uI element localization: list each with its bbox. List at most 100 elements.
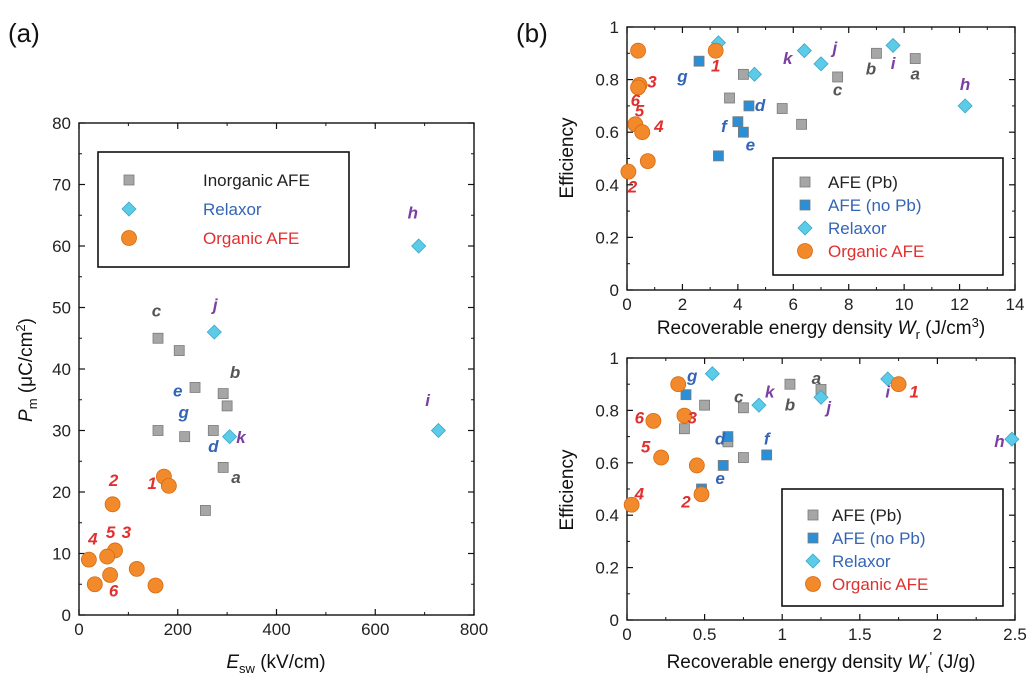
y-tick-label: 1 bbox=[610, 18, 619, 37]
data-point-afe-pb- bbox=[784, 378, 796, 390]
data-point-organic-afe bbox=[160, 477, 177, 494]
data-point-relaxor bbox=[222, 429, 238, 445]
legend-entry: Relaxor bbox=[203, 200, 262, 219]
legend-marker bbox=[805, 553, 821, 569]
x-tick-label: 8 bbox=[844, 295, 853, 314]
data-point-organic-afe bbox=[676, 407, 693, 424]
legend-marker bbox=[799, 176, 811, 188]
point-label: 6 bbox=[635, 409, 645, 428]
point-label: b bbox=[230, 363, 240, 382]
x-tick-label: 6 bbox=[789, 295, 798, 314]
point-label: h bbox=[994, 432, 1004, 451]
point-label: i bbox=[885, 382, 891, 401]
x-axis-label-prime: ' bbox=[930, 649, 932, 664]
data-point-afe-pb- bbox=[699, 399, 710, 411]
legend-entry: AFE (Pb) bbox=[832, 506, 902, 525]
data-point-organic-afe bbox=[128, 560, 145, 577]
point-label: h bbox=[960, 75, 970, 94]
point-label: 5 bbox=[106, 523, 116, 542]
data-point-organic-afe bbox=[99, 548, 116, 565]
x-tick-label: 0 bbox=[622, 295, 631, 314]
y-tick-label: 10 bbox=[52, 545, 71, 564]
point-label: d bbox=[755, 96, 766, 115]
legend-marker bbox=[807, 509, 819, 521]
y-axis-label-sub: m bbox=[25, 398, 40, 409]
data-point-afe-pb- bbox=[724, 92, 735, 104]
data-point-organic-afe bbox=[630, 42, 646, 59]
point-label: 3 bbox=[647, 72, 657, 91]
point-label: 4 bbox=[653, 117, 664, 136]
x-tick-label: 400 bbox=[262, 620, 290, 639]
x-tick-label: 0 bbox=[622, 625, 631, 644]
data-point-organic-afe bbox=[620, 163, 637, 180]
data-point-relaxor bbox=[813, 389, 829, 405]
point-label: j bbox=[830, 38, 838, 57]
point-label: 3 bbox=[122, 523, 132, 542]
data-point-relaxor bbox=[411, 238, 427, 254]
data-point-afe-no-pb- bbox=[732, 116, 744, 128]
x-axis-label-sup: 3 bbox=[972, 315, 979, 330]
data-point-organic-afe bbox=[80, 551, 97, 568]
y-tick-label: 0 bbox=[610, 611, 619, 630]
data-point-organic-afe bbox=[104, 496, 121, 513]
x-tick-label: 0.5 bbox=[693, 625, 717, 644]
point-label: 5 bbox=[641, 437, 651, 456]
data-point-organic-afe bbox=[623, 496, 640, 513]
y-tick-label: 40 bbox=[52, 360, 71, 379]
data-point-afe-pb- bbox=[776, 103, 788, 114]
legend-entry: AFE (Pb) bbox=[828, 173, 898, 192]
point-label: 6 bbox=[631, 91, 641, 110]
data-point-organic-afe bbox=[645, 412, 662, 429]
data-point-afe-no-pb- bbox=[722, 431, 734, 443]
x-axis-label-unit: (J/cm bbox=[920, 318, 972, 339]
legend-entry: Inorganic AFE bbox=[203, 171, 310, 190]
y-tick-label: 0.6 bbox=[595, 123, 619, 142]
data-point-afe-no-pb- bbox=[761, 449, 773, 461]
x-axis-label: Recoverable energy density Wr (J/cm3) bbox=[657, 315, 985, 342]
legend-marker bbox=[807, 532, 819, 544]
point-label: 3 bbox=[687, 409, 697, 428]
x-tick-label: 800 bbox=[460, 620, 488, 639]
legend-marker bbox=[797, 220, 813, 236]
point-label: 1 bbox=[711, 57, 720, 76]
legend-entry: Relaxor bbox=[832, 552, 891, 571]
data-point-afe-no-pb- bbox=[693, 55, 705, 67]
y-tick-label: 0.2 bbox=[595, 559, 619, 578]
point-label: g bbox=[177, 403, 189, 422]
data-point-afe-no-pb- bbox=[738, 126, 749, 138]
x-tick-label: 1 bbox=[777, 625, 786, 644]
chart-b-top: 0 2 4 6 8 10 12 1400.20.40.60.81abcgdfekjih1365… bbox=[557, 18, 1024, 342]
point-label: 1 bbox=[147, 474, 156, 493]
y-tick-label: 0.8 bbox=[595, 71, 619, 90]
x-axis-label-var: W bbox=[907, 652, 927, 673]
data-point-organic-afe bbox=[147, 577, 164, 594]
legend-marker bbox=[123, 174, 135, 186]
point-label: c bbox=[152, 302, 162, 321]
point-label: 4 bbox=[87, 529, 98, 548]
chart-a: 0 200 400 600 800 0 10 20 30 40 50 60 70 80 c b a egd h j i k… bbox=[13, 114, 488, 676]
x-axis-label: Esw (kV/cm) bbox=[226, 652, 325, 676]
point-label: 2 bbox=[680, 492, 691, 511]
point-label: 4 bbox=[634, 484, 645, 503]
point-label: f bbox=[764, 429, 772, 448]
data-point-organic-afe bbox=[890, 376, 907, 393]
legend-box bbox=[97, 151, 350, 268]
x-tick-label: 12 bbox=[950, 295, 969, 314]
data-point-relaxor bbox=[430, 422, 447, 439]
data-point-organic-afe bbox=[102, 567, 119, 583]
y-tick-label: 80 bbox=[52, 114, 71, 133]
data-point-inorganic-afe bbox=[217, 461, 229, 473]
x-axis-label-unit: (kV/cm) bbox=[255, 652, 326, 673]
data-point-afe-no-pb- bbox=[717, 460, 729, 471]
legend-marker bbox=[797, 243, 813, 259]
point-label: 5 bbox=[635, 101, 645, 120]
data-point-afe-pb- bbox=[909, 53, 921, 64]
y-axis-label: Efficiency bbox=[557, 449, 578, 530]
data-point-organic-afe bbox=[670, 376, 687, 393]
data-point-afe-pb- bbox=[796, 118, 807, 130]
x-axis-label: Recoverable energy density Wr' (J/g) bbox=[667, 649, 976, 676]
y-axis-label: Pm (μC/cm2) bbox=[13, 318, 40, 422]
x-tick-label: 2 bbox=[678, 295, 687, 314]
point-label: e bbox=[746, 136, 755, 155]
data-point-organic-afe bbox=[86, 576, 103, 593]
